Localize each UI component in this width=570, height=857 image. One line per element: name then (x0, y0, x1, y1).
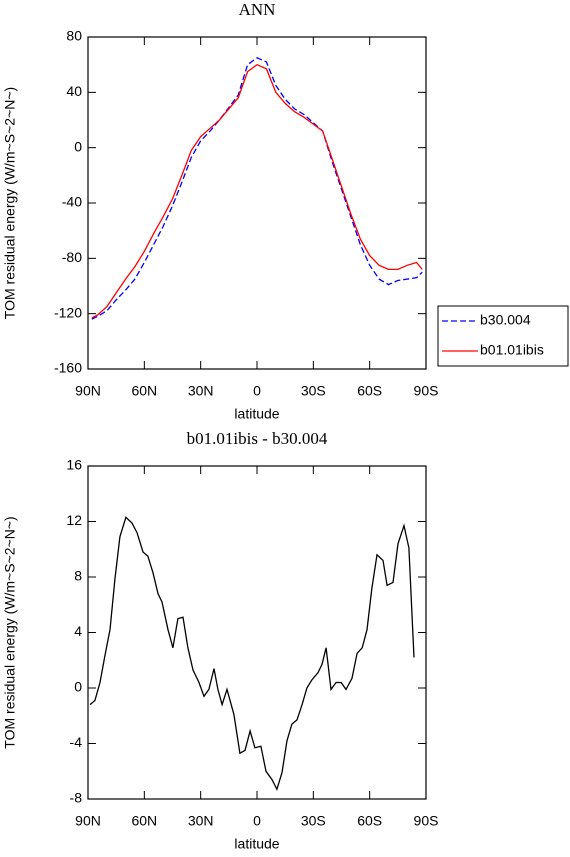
x-tick-label: 30S (301, 383, 326, 399)
y-tick-label: 8 (74, 568, 82, 584)
y-tick-label: 4 (74, 623, 82, 639)
data-line (91, 57, 423, 320)
y-tick-label: -80 (62, 249, 82, 265)
y-tick-label: 0 (74, 138, 82, 154)
chart-title: ANN (239, 0, 276, 19)
x-tick-label: 90S (414, 813, 439, 829)
x-tick-label: 0 (253, 383, 261, 399)
y-tick-label: -8 (70, 790, 83, 806)
y-tick-label: 16 (66, 457, 82, 473)
data-line (91, 63, 423, 319)
y-axis-label: TOM residual energy (W/m~S~2~N~) (2, 516, 18, 748)
plot-frame (87, 465, 427, 800)
x-tick-label: 90N (75, 813, 101, 829)
x-tick-label: 90N (75, 383, 101, 399)
x-axis-label: latitude (234, 406, 279, 422)
chart-title: b01.01ibis - b30.004 (187, 429, 328, 448)
legend-label: b01.01ibis (480, 342, 544, 358)
x-tick-label: 60N (131, 813, 157, 829)
y-tick-label: 80 (66, 28, 82, 44)
x-axis-label: latitude (234, 836, 279, 852)
y-tick-label: 12 (66, 512, 82, 528)
y-tick-label: -120 (54, 304, 82, 320)
data-line (89, 516, 415, 792)
y-tick-label: 0 (74, 679, 82, 695)
y-tick-label: -40 (62, 194, 82, 210)
y-tick-label: 40 (66, 83, 82, 99)
y-tick-label: -160 (54, 360, 82, 376)
plot-frame (87, 36, 427, 370)
legend-box (437, 305, 569, 367)
x-tick-label: 30N (188, 813, 214, 829)
x-tick-label: 0 (253, 813, 261, 829)
x-tick-label: 30N (188, 383, 214, 399)
x-tick-label: 60S (357, 383, 382, 399)
x-tick-label: 90S (414, 383, 439, 399)
x-tick-label: 60S (357, 813, 382, 829)
x-tick-label: 60N (131, 383, 157, 399)
y-axis-label: TOM residual energy (W/m~S~2~N~) (2, 87, 18, 319)
y-tick-label: -4 (70, 734, 83, 750)
legend-label: b30.004 (480, 312, 531, 328)
x-tick-label: 30S (301, 813, 326, 829)
